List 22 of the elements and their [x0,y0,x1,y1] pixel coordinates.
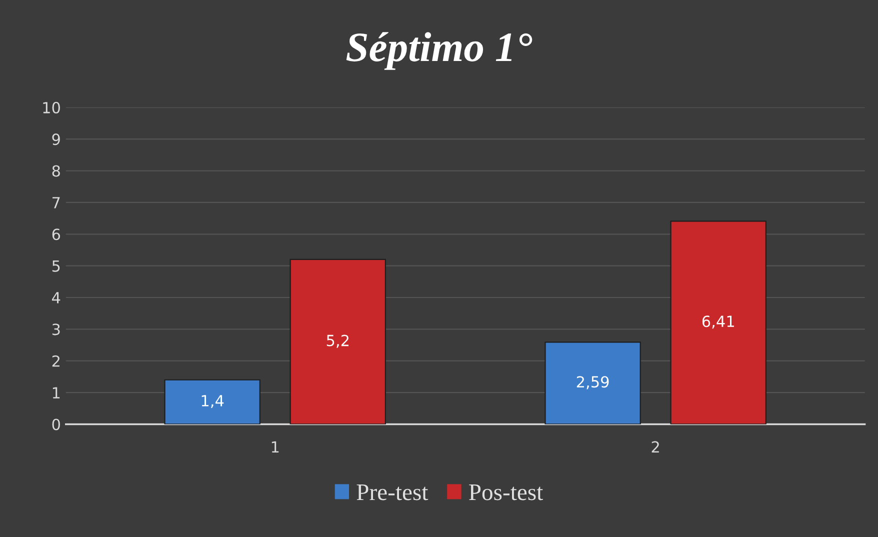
chart-title: Séptimo 1° [346,32,532,70]
y-tick-label: 2 [52,355,60,367]
legend-label: Pos-test [469,484,544,500]
y-tick-label: 8 [52,165,60,177]
y-tick-label: 6 [52,228,60,240]
y-tick-label: 10 [43,102,60,114]
bar [164,379,260,424]
bar [290,258,386,424]
bar [544,342,641,424]
y-tick-label: 0 [52,418,60,430]
data-label: 6,41 [702,316,734,329]
y-tick-label: 5 [52,260,60,272]
data-label: 5,2 [326,334,348,348]
y-tick-label: 1 [52,387,60,398]
y-tick-label: 9 [52,134,60,146]
y-tick-label: 3 [52,324,60,336]
y-tick-label: 7 [52,197,60,208]
bar [670,220,766,424]
data-label: 2,59 [576,376,609,390]
legend-label: Pre-test [356,484,428,500]
y-tick-label: 4 [52,292,60,304]
data-label: 1,4 [202,395,224,408]
